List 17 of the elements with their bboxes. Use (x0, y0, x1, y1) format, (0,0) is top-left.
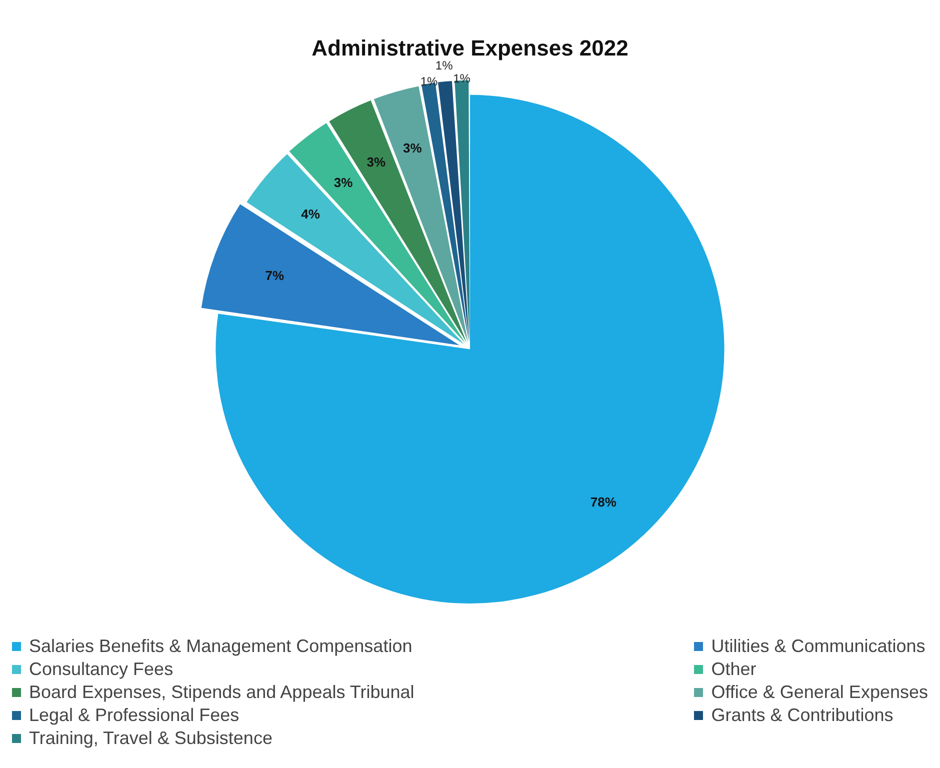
legend-label: Training, Travel & Subsistence (29, 728, 272, 749)
data-label: 3% (366, 154, 386, 170)
legend-label: Utilities & Communications (711, 636, 926, 657)
legend-label: Grants & Contributions (711, 705, 894, 726)
legend-label: Legal & Professional Fees (29, 705, 240, 726)
data-label: 7% (265, 268, 285, 283)
data-label: 3% (402, 140, 422, 156)
legend-label: Office & General Expenses (711, 682, 928, 703)
legend-label: Consultancy Fees (29, 659, 174, 680)
data-label: 3% (334, 175, 354, 190)
data-label: 78% (590, 494, 617, 510)
data-label: 4% (301, 206, 320, 222)
data-label: 1% (435, 58, 454, 72)
chart-title: Administrative Expenses 2022 (312, 35, 628, 60)
legend-label: Board Expenses, Stipends and Appeals Tribunal (29, 682, 414, 703)
legend-label: Salaries Benefits & Management Compensation (29, 636, 412, 657)
legend-label: Other (711, 659, 756, 680)
